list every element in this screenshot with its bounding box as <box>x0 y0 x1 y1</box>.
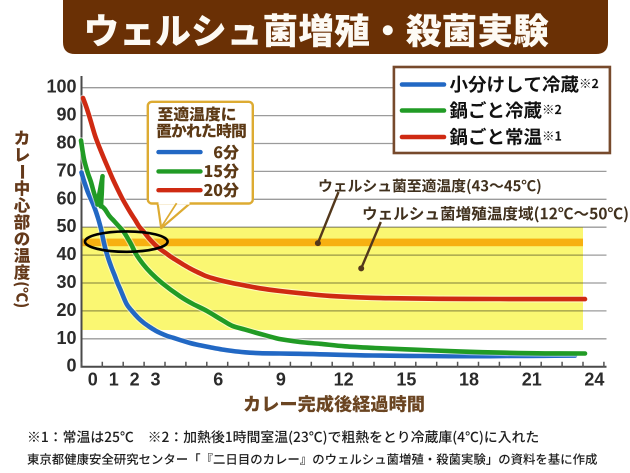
svg-text:3: 3 <box>150 370 160 390</box>
svg-text:100: 100 <box>46 77 76 97</box>
svg-text:0: 0 <box>66 356 76 376</box>
svg-text:30: 30 <box>56 272 76 292</box>
svg-text:90: 90 <box>56 105 76 125</box>
svg-text:21: 21 <box>522 370 542 390</box>
svg-text:18: 18 <box>459 370 479 390</box>
svg-text:0: 0 <box>88 370 98 390</box>
svg-text:20: 20 <box>56 300 76 320</box>
svg-text:24: 24 <box>584 370 604 390</box>
svg-text:6: 6 <box>213 370 223 390</box>
svg-text:80: 80 <box>56 133 76 153</box>
svg-text:60: 60 <box>56 188 76 208</box>
svg-text:12: 12 <box>334 370 354 390</box>
svg-text:50: 50 <box>56 216 76 236</box>
svg-text:10: 10 <box>56 328 76 348</box>
svg-text:2: 2 <box>130 370 140 390</box>
svg-text:15: 15 <box>396 370 416 390</box>
svg-text:1: 1 <box>109 370 119 390</box>
svg-text:70: 70 <box>56 160 76 180</box>
svg-text:9: 9 <box>276 370 286 390</box>
svg-text:40: 40 <box>56 244 76 264</box>
